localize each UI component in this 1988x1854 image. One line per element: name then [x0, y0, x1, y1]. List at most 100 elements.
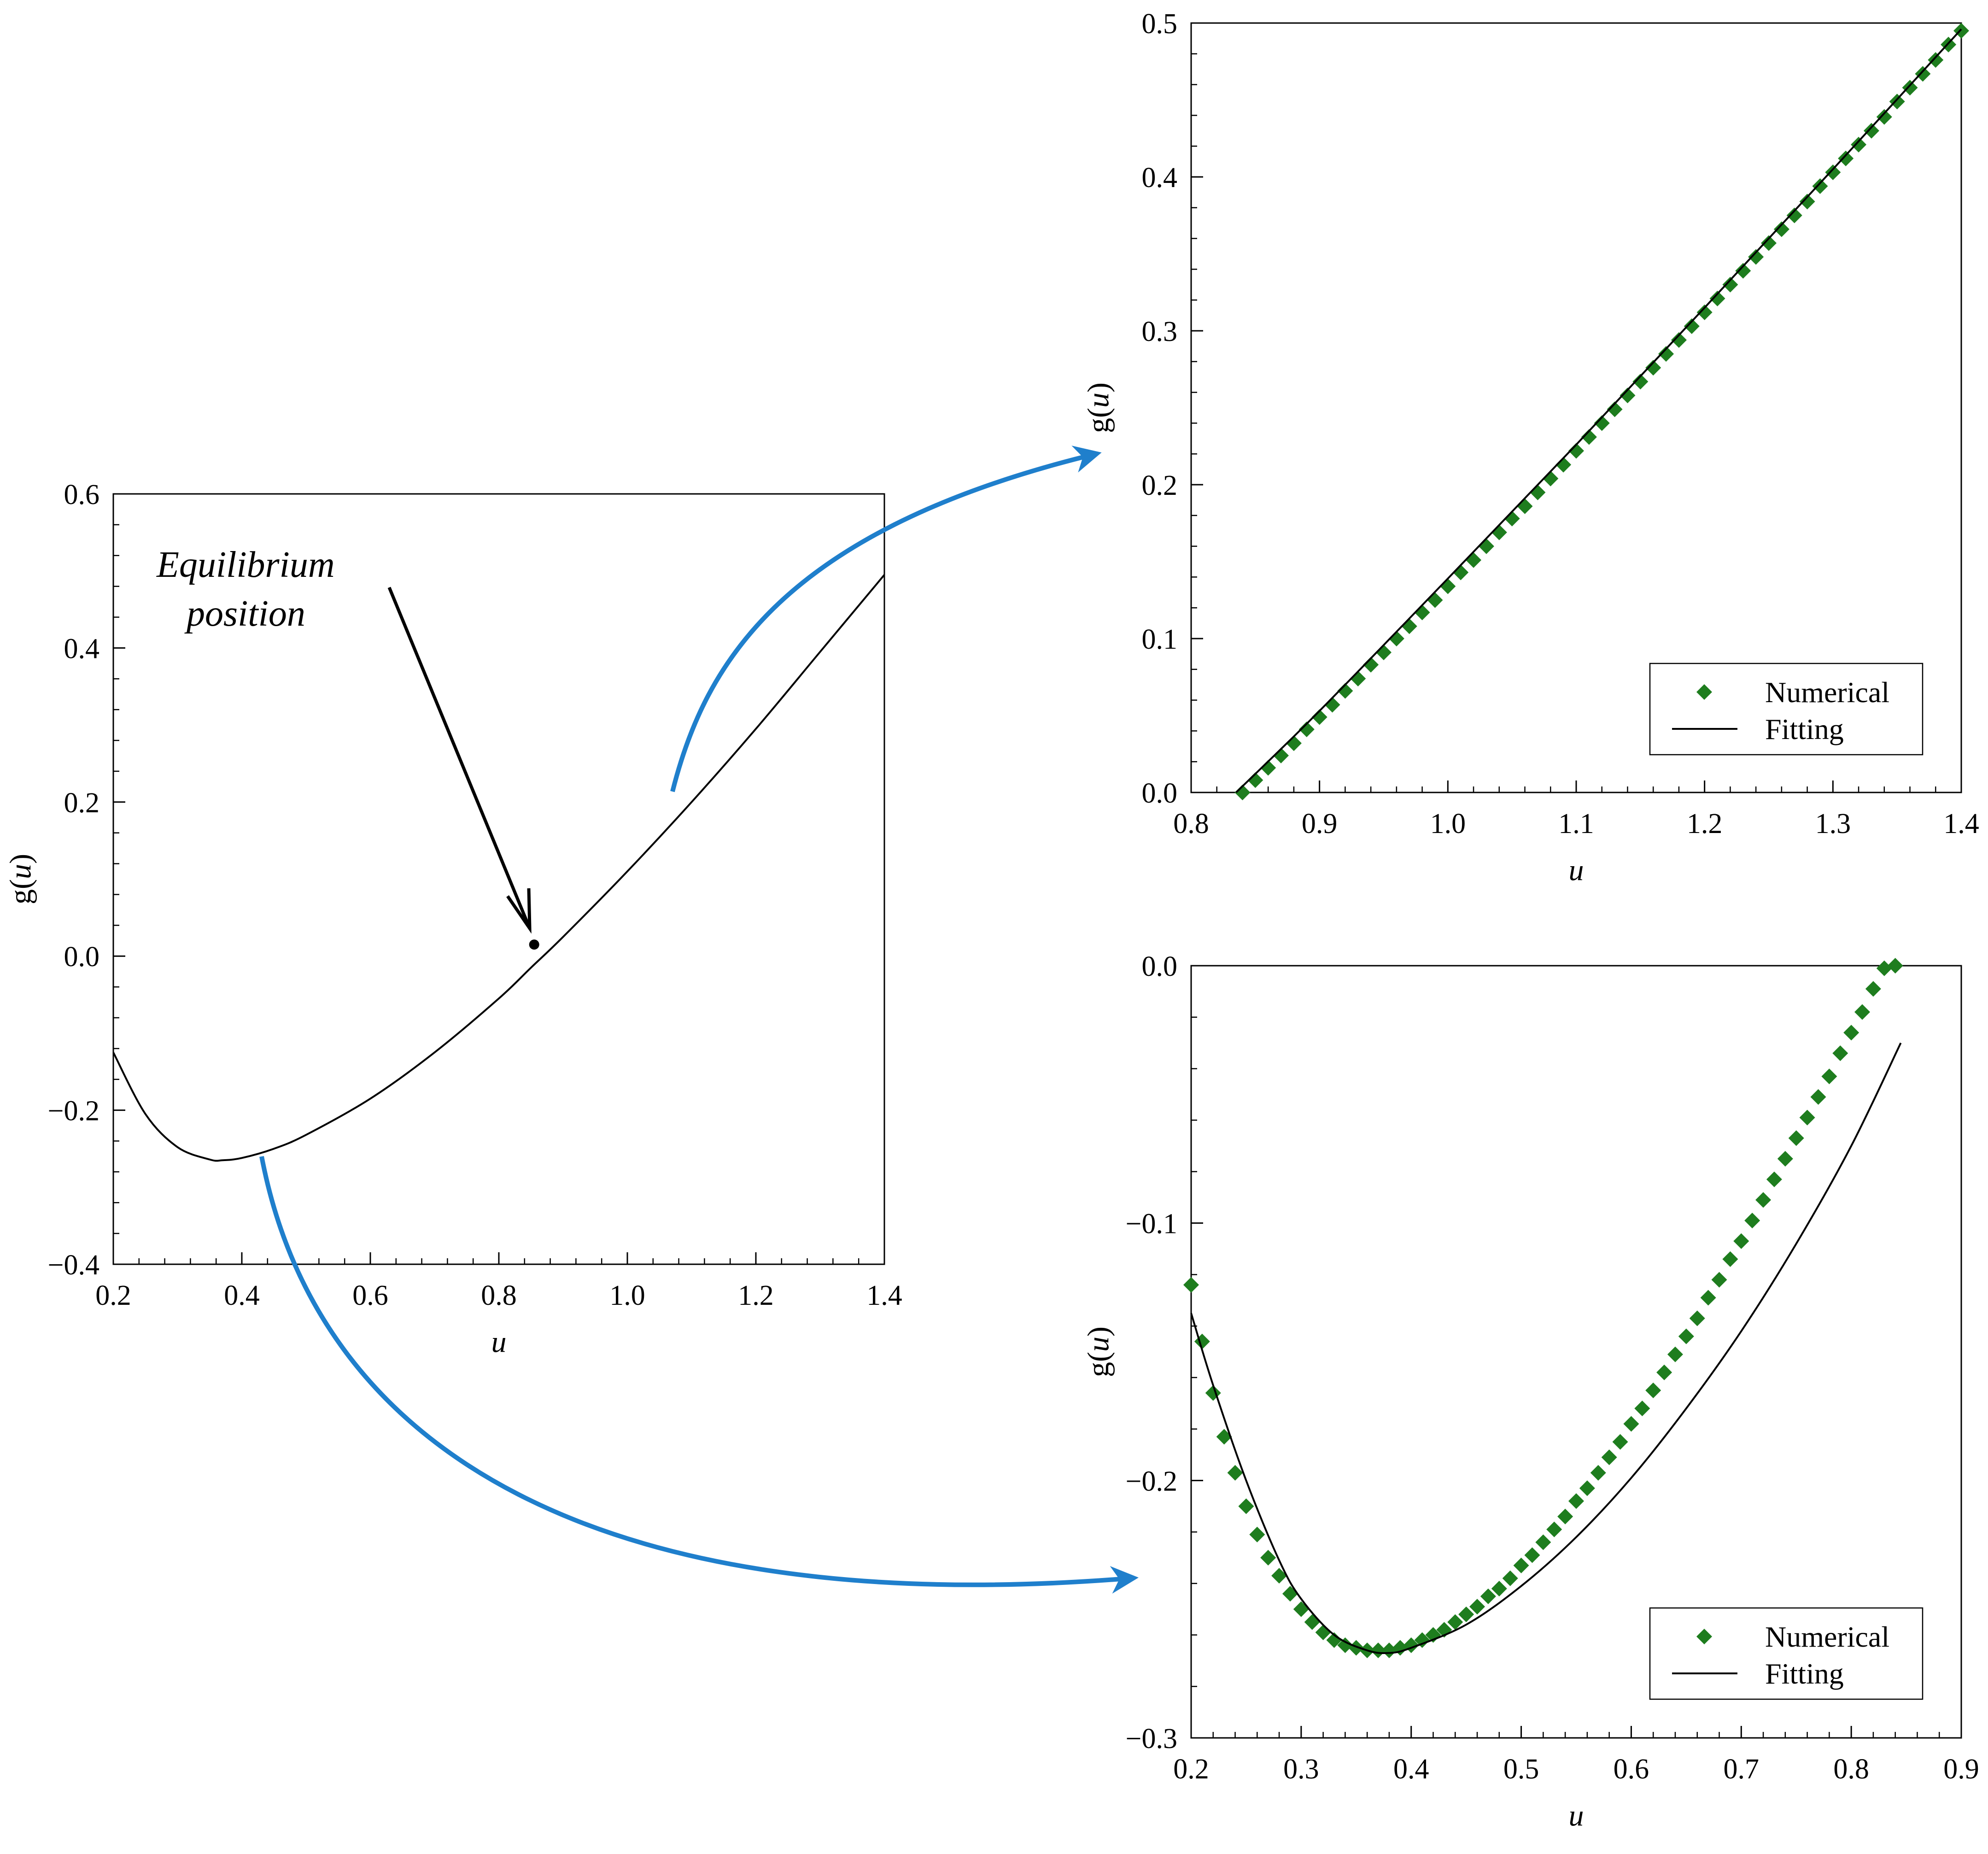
numerical-point — [1667, 1346, 1683, 1362]
numerical-point — [1744, 1213, 1760, 1229]
x-tick-label: 0.5 — [1503, 1754, 1539, 1785]
numerical-point — [1594, 415, 1610, 431]
series-line-fitting — [1190, 1042, 1902, 1655]
y-tick-label: 0.4 — [64, 633, 100, 664]
numerical-point — [1466, 552, 1482, 568]
numerical-point — [1453, 564, 1469, 581]
numerical-point — [1491, 524, 1507, 540]
x-tick-label: 1.2 — [1687, 808, 1723, 839]
numerical-point — [1543, 470, 1559, 487]
numerical-point — [1216, 1429, 1232, 1445]
numerical-point — [1799, 194, 1815, 210]
numerical-point — [1447, 1614, 1463, 1630]
numerical-point — [1656, 1364, 1672, 1380]
numerical-point — [1696, 304, 1713, 320]
numerical-point — [1915, 66, 1931, 82]
numerical-point — [1376, 645, 1392, 661]
numerical-point — [1786, 207, 1802, 223]
numerical-point — [1876, 960, 1892, 976]
zoom-plot-lower: 0.2 0.3 0.4 0.5 0.6 0.7 0.8 0.9 −0.3 −0.2 −0.1 0.0 u… — [1082, 951, 1979, 1832]
numerical-point — [1401, 618, 1417, 634]
zoom-arrow-upper — [670, 446, 1102, 792]
numerical-point — [1632, 374, 1649, 390]
numerical-point — [1469, 1599, 1485, 1615]
numerical-point — [1777, 1151, 1793, 1167]
numerical-point — [1865, 981, 1881, 997]
numerical-point — [1876, 109, 1892, 125]
y-tick-label: 0.2 — [1142, 470, 1178, 501]
numerical-point — [1234, 785, 1251, 800]
numerical-point — [1271, 1568, 1287, 1584]
numerical-point — [1700, 1290, 1716, 1306]
numerical-point — [1810, 1089, 1826, 1105]
numerical-point — [1247, 772, 1263, 788]
series-line-curve — [112, 574, 885, 1162]
numerical-point — [1601, 1449, 1617, 1466]
x-tick-label: 1.0 — [609, 1280, 645, 1311]
numerical-point — [1799, 1109, 1815, 1126]
x-tick-label: 0.8 — [1833, 1754, 1869, 1785]
x-axis-label: u — [1569, 1799, 1584, 1832]
numerical-point — [1773, 221, 1789, 237]
numerical-point — [1363, 657, 1379, 673]
numerical-point — [1735, 263, 1751, 279]
legend: Numerical Fitting — [1649, 1607, 1924, 1700]
y-tick-label: 0.4 — [1142, 162, 1178, 194]
numerical-point — [1928, 52, 1944, 68]
numerical-point — [1722, 276, 1738, 293]
numerical-point — [1843, 1025, 1859, 1041]
numerical-point — [1902, 80, 1918, 96]
x-tick-label: 0.6 — [1614, 1754, 1649, 1785]
x-tick-label: 0.9 — [1302, 808, 1338, 839]
annotation-arrowhead — [506, 888, 532, 934]
zoom-plot-upper: 0.8 0.9 1.0 1.1 1.2 1.3 1.4 0.0 0.1 0.2 0.3 0.4 0.5 u… — [1082, 8, 1979, 887]
x-tick-label: 0.3 — [1283, 1754, 1319, 1785]
x-tick-label: 0.8 — [481, 1280, 517, 1311]
numerical-point — [1530, 484, 1546, 500]
zoom-arrow-lower — [259, 1156, 1139, 1594]
numerical-point — [1478, 538, 1494, 554]
legend-box — [1649, 663, 1924, 756]
numerical-point — [1555, 457, 1572, 473]
y-tick-label: 0.1 — [1142, 624, 1178, 655]
numerical-point — [1350, 670, 1366, 686]
numerical-point — [1671, 332, 1687, 348]
y-axis-label: g(u) — [4, 854, 37, 904]
numerical-point — [1535, 1534, 1551, 1550]
legend: Numerical Fitting — [1649, 663, 1924, 756]
numerical-point — [1722, 1251, 1738, 1267]
y-axis-label: g(u) — [1082, 1326, 1115, 1377]
numerical-point — [1761, 235, 1777, 251]
numerical-point — [1711, 1272, 1727, 1288]
x-tick-label: 0.4 — [1393, 1754, 1429, 1785]
x-tick-label: 1.2 — [738, 1280, 774, 1311]
annotation-line-2: position — [184, 593, 305, 634]
x-tick-label: 0.6 — [352, 1280, 388, 1311]
plot-frame — [1190, 965, 1962, 1739]
numerical-point — [1227, 1465, 1243, 1481]
legend-label-fitting: Fitting — [1765, 1657, 1844, 1690]
x-tick-label: 0.2 — [1173, 1754, 1209, 1785]
numerical-point — [1579, 1480, 1595, 1496]
numerical-point — [1658, 346, 1674, 362]
x-tick-label: 0.8 — [1173, 808, 1209, 839]
numerical-point — [1440, 578, 1456, 594]
numerical-point — [1684, 318, 1700, 334]
numerical-point — [1517, 498, 1533, 514]
numerical-point — [1298, 722, 1315, 738]
y-axis-label-function: g( — [1082, 1352, 1115, 1377]
x-tick-label: 1.4 — [1943, 808, 1979, 839]
legend-numerical-marker — [1696, 1629, 1712, 1644]
numerical-point — [1620, 387, 1636, 404]
numerical-point — [1260, 1549, 1276, 1566]
legend-numerical-marker — [1696, 684, 1712, 700]
numerical-point — [1821, 1068, 1837, 1085]
y-axis-label-function: g( — [1082, 408, 1115, 433]
numerical-point — [1381, 1643, 1397, 1659]
numerical-point — [1513, 1557, 1529, 1573]
numerical-point — [1851, 136, 1867, 153]
x-axis-label: u — [491, 1325, 507, 1359]
y-axis-label-variable: u — [1082, 1337, 1115, 1352]
numerical-point — [1414, 1632, 1430, 1648]
